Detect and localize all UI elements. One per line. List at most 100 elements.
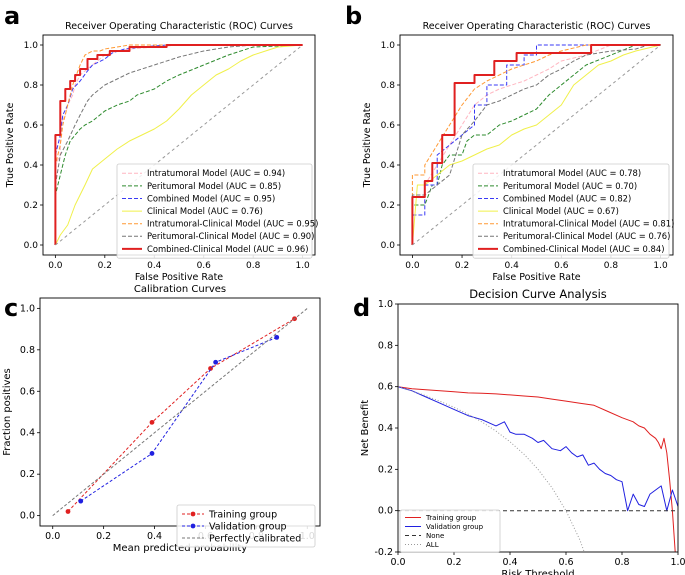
x-tick-label: 0.4 xyxy=(505,261,520,271)
x-tick-label: 0.8 xyxy=(614,557,629,568)
reference-diagonal xyxy=(412,44,661,246)
legend-entry: Combined-Clinical Model (AUC = 0.84) xyxy=(503,244,664,254)
data-point xyxy=(213,359,219,365)
series-line xyxy=(80,336,277,502)
legend-entry: Clinical Model (AUC = 0.76) xyxy=(147,206,263,216)
data-point xyxy=(149,451,155,456)
series-group xyxy=(54,44,303,246)
chart-title: Decision Curve Analysis xyxy=(469,287,607,301)
plot-frame xyxy=(397,303,679,553)
series-line xyxy=(54,44,303,245)
series-line xyxy=(54,44,303,246)
y-axis-label: Fraction positives xyxy=(2,368,13,456)
y-tick-label: 0.4 xyxy=(381,161,396,171)
y-tick-label: 0.0 xyxy=(20,511,35,522)
x-tick-label: 1.0 xyxy=(670,557,685,568)
y-tick-label: 0.8 xyxy=(24,81,39,91)
series-line xyxy=(67,318,295,512)
panel-letter-d: d xyxy=(353,294,370,322)
legend-entry: Validation group xyxy=(209,521,287,532)
series-line xyxy=(54,44,303,245)
legend-entry: Peritumoral-Clinical Model (AUC = 0.90) xyxy=(147,231,314,241)
x-tick-label: 1.0 xyxy=(295,261,310,271)
y-tick-label: 0.4 xyxy=(20,428,35,439)
y-tick-label: 1.0 xyxy=(20,303,35,314)
x-tick-label: 0.0 xyxy=(390,557,405,568)
legend-entry: Training group xyxy=(208,509,277,520)
roc-chart-a: Receiver Operating Characteristic (ROC) … xyxy=(5,21,318,283)
x-axis-label: False Positive Rate xyxy=(492,272,580,283)
x-tick-label: 0.4 xyxy=(147,261,162,271)
x-tick-label: 0.4 xyxy=(502,557,517,568)
y-tick-label: 1.0 xyxy=(378,299,393,310)
legend-entry: Combined Model (AUC = 0.95) xyxy=(147,193,275,203)
legend-entry: Intratumoral-Clinical Model (AUC = 0.81) xyxy=(503,219,674,229)
reference-diagonal xyxy=(55,44,303,246)
x-tick-label: 0.8 xyxy=(604,261,619,271)
y-tick-label: 0.8 xyxy=(378,340,393,351)
roc-chart-b: Receiver Operating Characteristic (ROC) … xyxy=(362,21,674,283)
y-tick-label: 0.2 xyxy=(378,464,393,475)
series-line xyxy=(52,308,308,516)
x-axis-label: Mean predicted probability xyxy=(113,543,247,554)
legend-entry: Training group xyxy=(425,514,477,522)
legend-entry: Intratumoral Model (AUC = 0.94) xyxy=(147,168,285,178)
y-axis-label: True Positive Rate xyxy=(362,103,373,189)
x-axis-label: Risk Threshold xyxy=(501,569,574,575)
calibration-chart-c: Calibration Curves 0.0 0.2 0.4 0.6 0.8 1.0 0.0 0… xyxy=(2,284,321,554)
x-tick-label: 0.0 xyxy=(405,261,420,271)
legend-entry: Peritumoral-Clinical Model (AUC = 0.76) xyxy=(503,231,670,241)
x-tick-label: 0.6 xyxy=(197,261,212,271)
legend-box xyxy=(472,163,670,259)
x-tick-label: 1.0 xyxy=(653,261,668,271)
chart-title: Calibration Curves xyxy=(134,284,226,295)
y-tick-label: 0.8 xyxy=(20,345,35,356)
legend-entry: Combined Model (AUC = 0.82) xyxy=(503,193,631,203)
legend-marker xyxy=(190,511,196,517)
y-tick-label: 0.2 xyxy=(20,469,35,480)
legend: Intratumoral Model (AUC = 0.94) Peritumor… xyxy=(116,163,318,259)
series-line xyxy=(398,386,585,552)
x-tick-label: 0.2 xyxy=(446,557,461,568)
data-point xyxy=(78,498,84,504)
x-tick-label: 0.6 xyxy=(554,261,569,271)
legend-entry: Clinical Model (AUC = 0.67) xyxy=(503,206,619,216)
panel-letter-b: b xyxy=(345,2,362,30)
x-tick-label: 0.8 xyxy=(246,261,261,271)
legend-entry: ALL xyxy=(426,541,439,549)
series-line xyxy=(54,44,303,245)
legend-box xyxy=(399,509,501,553)
y-tick-label: 1.0 xyxy=(381,41,396,51)
legend-entry: Peritumoral Model (AUC = 0.70) xyxy=(503,181,637,191)
y-tick-label: 0.4 xyxy=(378,423,393,434)
series-line xyxy=(411,44,661,245)
chart-title: Receiver Operating Characteristic (ROC) … xyxy=(423,21,651,32)
y-tick-label: 0.8 xyxy=(381,81,396,91)
y-tick-label: 0.6 xyxy=(381,121,396,131)
y-tick-label: 0.6 xyxy=(24,121,39,131)
series-line xyxy=(411,44,661,245)
legend-entry: Peritumoral Model (AUC = 0.85) xyxy=(147,181,281,191)
legend-entry: None xyxy=(426,532,444,540)
y-tick-label: 0.6 xyxy=(20,386,35,397)
y-tick-label: 0.2 xyxy=(381,201,395,211)
decision-curve-chart-d: Decision Curve Analysis 0.0 0.2 0.4 0.6 0.8 1.… xyxy=(360,287,685,575)
series-line xyxy=(398,386,676,552)
y-axis-label: True Positive Rate xyxy=(5,103,16,189)
chart-title: Receiver Operating Characteristic (ROC) … xyxy=(65,21,293,32)
data-point xyxy=(65,509,71,514)
data-point xyxy=(149,419,155,425)
y-axis-label: Net Benefit xyxy=(360,400,371,457)
series-line xyxy=(398,386,678,512)
series-line xyxy=(411,44,661,245)
series-group xyxy=(52,308,308,516)
data-point xyxy=(274,334,280,340)
series-line xyxy=(54,44,303,245)
series-group xyxy=(398,386,678,552)
legend-box xyxy=(116,163,313,259)
legend-entry: Intratumoral Model (AUC = 0.78) xyxy=(503,168,641,178)
x-tick-label: 0.2 xyxy=(96,531,111,542)
